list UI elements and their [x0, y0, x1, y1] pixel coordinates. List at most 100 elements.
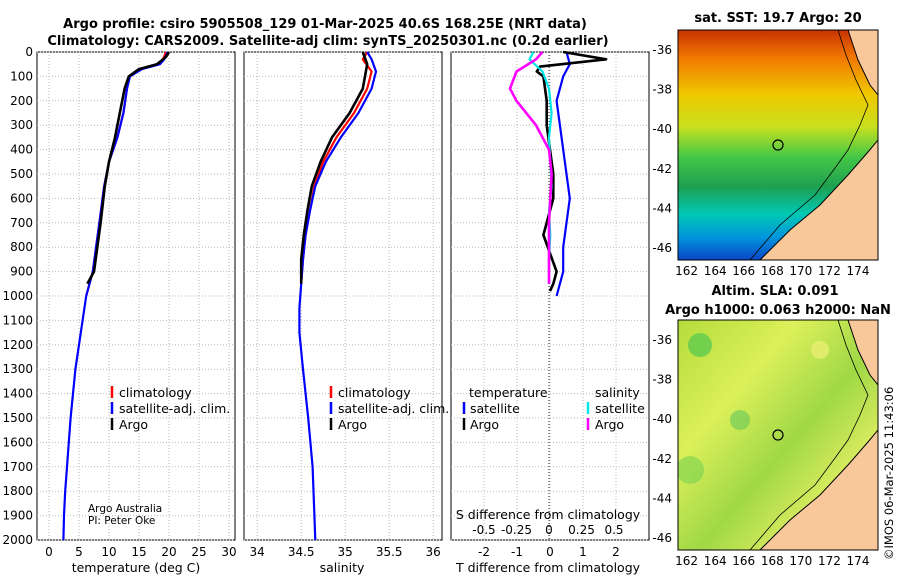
- s-diff-tick-label: -0.25: [501, 523, 532, 537]
- s-diff-tick-label: 0: [545, 523, 553, 537]
- lon-tick-label: 162: [675, 554, 698, 568]
- title-line-1: Argo profile: csiro 5905508_129 01-Mar-2…: [63, 17, 587, 32]
- sst-map-frame: [677, 29, 879, 261]
- x-tick-label: 36: [426, 545, 441, 559]
- depth-tick-label: 1600: [2, 435, 33, 449]
- legend-satellite: satellite-adj. clim.: [338, 401, 449, 416]
- lon-tick-label: 166: [732, 264, 755, 278]
- legend-climatology: climatology: [338, 385, 411, 400]
- s-difference-label: S difference from climatology: [456, 507, 641, 522]
- legend-temperature-title: temperature: [469, 385, 548, 400]
- s-diff-tick-label: 0.5: [604, 523, 623, 537]
- series-line: [555, 51, 571, 297]
- depth-tick-label: 300: [10, 118, 33, 132]
- series-line: [508, 51, 553, 284]
- lat-tick-label: -40: [652, 412, 672, 426]
- lat-tick-label: -40: [652, 122, 672, 136]
- depth-tick-label: 0: [25, 45, 33, 59]
- salinity-xlabel: salinity: [320, 560, 365, 575]
- sst-lon-ticks: 162 164 166 168 170 172 174: [675, 264, 869, 278]
- lat-tick-label: -44: [652, 201, 672, 215]
- lat-tick-label: -46: [652, 241, 672, 255]
- lon-tick-label: 170: [789, 264, 812, 278]
- depth-tick-label: 500: [10, 167, 33, 181]
- depth-tick-label: 1200: [2, 338, 33, 352]
- s-difference-ticks: -0.5 -0.25 0 0.25 0.5: [472, 523, 623, 537]
- legend-temp-argo: Argo: [470, 417, 499, 432]
- shelf-contour: [749, 30, 869, 260]
- x-tick-label: 34.5: [288, 545, 315, 559]
- x-tick-label: 10: [101, 545, 116, 559]
- temperature-panel: 0100200300400500600700800900100011001200…: [2, 45, 236, 575]
- depth-tick-label: 1300: [2, 362, 33, 376]
- lon-tick-label: 168: [761, 264, 784, 278]
- legend-sal-argo: Argo: [595, 417, 624, 432]
- salinity-lines: [298, 51, 378, 541]
- lon-tick-label: 172: [818, 554, 841, 568]
- lon-tick-label: 168: [761, 554, 784, 568]
- x-tick-label: 34: [250, 545, 265, 559]
- legend-argo: Argo: [119, 417, 148, 432]
- temperature-lines: [62, 51, 171, 541]
- x-tick-label: 30: [221, 545, 236, 559]
- legend-satellite: satellite-adj. clim.: [119, 401, 230, 416]
- lon-tick-label: 174: [847, 264, 870, 278]
- difference-legend: temperature satellite Argo salinity sate…: [462, 385, 645, 432]
- x-tick-label: -2: [478, 545, 490, 559]
- depth-tick-label: 1800: [2, 484, 33, 498]
- lon-tick-label: 164: [704, 264, 727, 278]
- depth-tick-label: 1000: [2, 289, 33, 303]
- x-tick-label: 15: [131, 545, 146, 559]
- x-tick-label: 0: [45, 545, 53, 559]
- legend-climatology: climatology: [119, 385, 192, 400]
- depth-tick-label: 800: [10, 240, 33, 254]
- lat-tick-label: -46: [652, 531, 672, 545]
- shelf-contour: [749, 320, 869, 550]
- imos-watermark: ©IMOS 06-Mar-2025 11:43:06: [882, 387, 896, 560]
- salinity-grid: [244, 51, 442, 541]
- lat-tick-label: -44: [652, 491, 672, 505]
- x-tick-label: 0: [546, 545, 554, 559]
- lon-tick-label: 164: [704, 554, 727, 568]
- x-tick-label: 1: [579, 545, 587, 559]
- sla-map-frame: [677, 319, 879, 551]
- sla-map-title-1: Altim. SLA: 0.091: [712, 284, 839, 299]
- legend-salinity-title: salinity: [595, 385, 640, 400]
- depth-tick-labels: 0 100 200 300 400 500 600 700 800 900 1000 1100 1200…: [2, 45, 33, 547]
- argo-position-marker: [772, 429, 784, 441]
- south-island-land: [759, 139, 878, 260]
- x-tick-label: 25: [191, 545, 206, 559]
- lat-tick-label: -38: [652, 372, 672, 386]
- sst-map: sat. SST: 19.7 Argo: 20: [652, 11, 879, 278]
- sla-map-title-2: Argo h1000: 0.063 h2000: NaN: [665, 303, 891, 318]
- depth-tick-label: 1500: [2, 411, 33, 425]
- sla-lon-ticks: 162 164 166 168 170 172 174: [675, 554, 869, 568]
- depth-tick-label: 900: [10, 265, 33, 279]
- salinity-legend: climatology satellite-adj. clim. Argo: [329, 385, 449, 432]
- x-tick-label: 35: [338, 545, 353, 559]
- x-tick-label: 35.5: [376, 545, 403, 559]
- x-tick-label: -1: [511, 545, 523, 559]
- lon-tick-label: 162: [675, 264, 698, 278]
- series-line: [298, 51, 378, 541]
- difference-xlabel: T difference from climatology: [455, 560, 641, 575]
- lat-tick-label: -42: [652, 452, 672, 466]
- depth-tick-label: 700: [10, 216, 33, 230]
- temperature-x-ticks: 0 5 10 15 20 25 30: [45, 545, 236, 559]
- lat-tick-label: -42: [652, 162, 672, 176]
- salinity-x-ticks: 34 34.5 35 35.5 36: [250, 545, 441, 559]
- depth-tick-label: 600: [10, 191, 33, 205]
- legend-sal-satellite: satellite: [595, 401, 645, 416]
- difference-x-ticks: -2 -1 0 1 2: [478, 545, 620, 559]
- sst-map-title: sat. SST: 19.7 Argo: 20: [694, 11, 861, 26]
- series-line: [86, 51, 171, 285]
- temperature-grid: [37, 51, 235, 541]
- south-island-land: [759, 429, 878, 550]
- north-island-land: [847, 30, 878, 96]
- lon-tick-label: 166: [732, 554, 755, 568]
- depth-tick-label: 200: [10, 94, 33, 108]
- lat-tick-label: -36: [652, 43, 672, 57]
- x-tick-label: 20: [161, 545, 176, 559]
- salinity-panel: 34 34.5 35 35.5 36 salinity climatology sate…: [243, 51, 449, 575]
